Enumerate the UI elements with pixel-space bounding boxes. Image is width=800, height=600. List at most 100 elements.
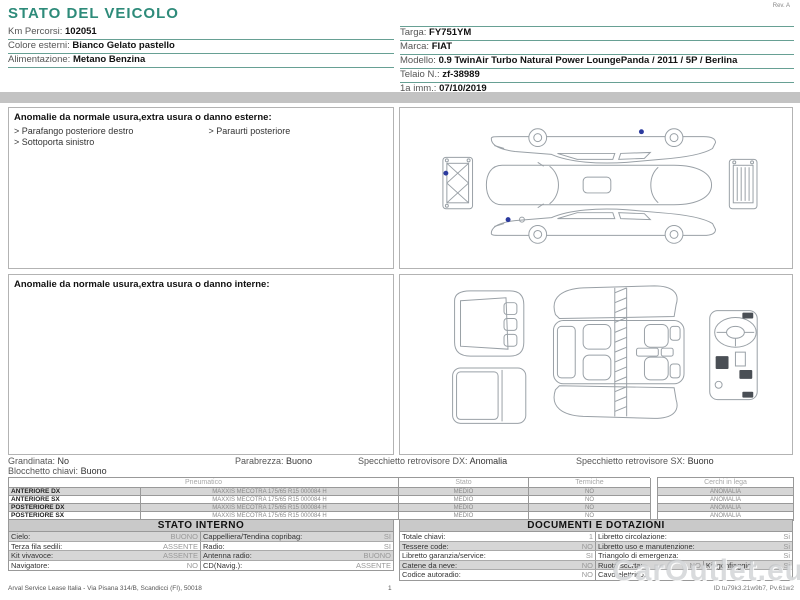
info-row-colore: Colore esterni: Bianco Gelato pastello: [8, 40, 394, 54]
check-parabrezza: Parabrezza: Buono: [235, 456, 312, 466]
field-label: Libretto uso e manutenzione:: [598, 541, 695, 551]
info-value: Metano Benzina: [72, 54, 146, 65]
interior-status-table: STATO INTERNO Cielo: BUONO Cappelliera/Te…: [8, 519, 394, 571]
field-value: ASSENTE: [162, 541, 198, 551]
field-value: NO: [581, 570, 593, 579]
footer-page-number: 1: [388, 585, 392, 592]
watermark: CarOutlet.eu: [611, 554, 800, 587]
field-label: CD(Navig.):: [203, 560, 243, 570]
car-side-view-upper: [490, 128, 716, 164]
field-value: SI: [383, 532, 391, 541]
info-label: Modello:: [400, 55, 436, 66]
check-label: Grandinata:: [8, 456, 56, 466]
tire-header-termiche: Termiche: [529, 478, 651, 488]
table-row: Tessere code: NO Libretto uso e manutenzi…: [400, 541, 792, 551]
field-label: Cielo:: [11, 532, 31, 541]
field-value: SI: [585, 551, 593, 560]
field-label: Libretto circolazione:: [598, 532, 667, 541]
internal-anomalies-box: Anomalie da normale usura,extra usura o …: [8, 274, 394, 455]
dashboard-view: [709, 310, 758, 401]
field-value: NO: [581, 541, 593, 551]
field-value: Si: [783, 532, 790, 541]
field-value: BUONO: [363, 551, 391, 560]
field-value: ASSENTE: [355, 560, 391, 570]
anomaly-item: > Paraurti posteriore: [208, 126, 291, 136]
damage-marker: [443, 170, 449, 176]
table-row: Libretto garanzia/service: SI Triangolo d…: [400, 551, 792, 561]
info-label: Marca:: [400, 41, 430, 52]
info-label: Km Percorsi:: [8, 26, 63, 37]
tire-header-stato: Stato: [399, 478, 529, 488]
wheel-condition: ANOMALIA: [658, 488, 793, 496]
tire-winter: NO: [529, 504, 651, 512]
field-label: Ruota scorta:: [598, 560, 643, 570]
field-value: NO: [186, 560, 198, 570]
info-label: Colore esterni:: [8, 40, 70, 51]
rear-bench-view: [454, 290, 525, 357]
info-value: zf-38989: [442, 69, 480, 80]
external-anomalies-title: Anomalie da normale usura,extra usura o …: [14, 112, 272, 123]
table-row: Kit vivavoce: ASSENTE Antenna radio: BUONO: [9, 551, 393, 561]
check-specchietto-dx: Specchietto retrovisore DX: Anomalia: [358, 456, 507, 466]
anomaly-item: > Parafango posteriore destro: [14, 126, 134, 136]
table-row: Navigatore: NO CD(Navig.): ASSENTE: [9, 560, 393, 570]
field-label: Cappelliera/Tendina copribag:: [203, 532, 303, 541]
sill-hatch-band: [614, 287, 628, 417]
wheel-condition: ANOMALIA: [658, 504, 793, 512]
info-value: 0.9 TwinAir Turbo Natural Power LoungePa…: [438, 55, 738, 66]
field-label: Triangolo di emergenza:: [598, 551, 679, 560]
tire-table: Pneumatico Stato Termiche ANTERIORE DX M…: [8, 477, 651, 520]
alloy-wheels-table: Cerchi in lega ANOMALIA ANOMALIA ANOMALI…: [657, 477, 794, 521]
tire-condition: MEDIO: [399, 504, 529, 512]
field-label: Tessere code:: [402, 541, 449, 551]
wheel-condition: ANOMALIA: [658, 496, 793, 504]
wheels-header: Cerchi in lega: [658, 478, 793, 488]
check-label: Blocchetto chiavi:: [8, 466, 79, 476]
info-row-marca: Marca: FIAT: [400, 41, 794, 55]
page-title: STATO DEL VEICOLO: [8, 5, 179, 22]
car-interior-diagram-icon: [452, 285, 758, 424]
tire-position: ANTERIORE DX: [9, 488, 141, 496]
revision-label: Rev. A: [772, 3, 790, 9]
field-label: Kit vivavoce:: [11, 551, 54, 560]
check-value: Buono: [687, 456, 714, 466]
info-label: Targa:: [400, 27, 427, 38]
info-label: Telaio N.:: [400, 69, 440, 80]
damage-marker: [638, 129, 644, 135]
external-anomalies-list: > Parafango posteriore destro > Sottopor…: [9, 125, 393, 149]
field-label: Totale chiavi:: [402, 532, 446, 541]
tire-position: ANTERIORE SX: [9, 496, 141, 504]
field-label: Radio:: [203, 541, 225, 551]
tire-winter: NO: [529, 488, 651, 496]
info-value: FIAT: [431, 41, 453, 52]
check-value: Buono: [80, 466, 107, 476]
car-top-view: [485, 161, 713, 209]
info-value: FY751YM: [429, 27, 472, 38]
field-value: 1: [588, 532, 593, 541]
field-label: Antenna radio:: [203, 551, 252, 560]
documents-equipment-table: DOCUMENTI E DOTAZIONI Totale chiavi: 1 Li…: [399, 519, 793, 581]
car-front-view: [728, 158, 758, 210]
tire-position: POSTERIORE DX: [9, 504, 141, 512]
info-row-telaio: Telaio N.: zf-38989: [400, 69, 794, 83]
damage-marker: [505, 217, 511, 223]
field-label: Catene da neve:: [402, 560, 458, 570]
info-label: Alimentazione:: [8, 54, 71, 65]
field-label: Libretto garanzia/service:: [402, 551, 486, 560]
tire-condition: MEDIO: [399, 488, 529, 496]
check-label: Parabrezza:: [235, 456, 284, 466]
info-value: 07/10/2019: [439, 83, 487, 94]
car-exterior-diagram-icon: [442, 128, 758, 244]
tire-description: MAXXIS MECOTRA 175/65 R15 000084 H: [141, 496, 399, 504]
vehicle-info-left: Km Percorsi: 102051 Colore esterni: Bian…: [8, 26, 394, 68]
vehicle-info-right: Targa: FY751YM Marca: FIAT Modello: 0.9 …: [400, 26, 794, 97]
wheel-condition: ANOMALIA: [709, 513, 741, 519]
field-label: Terza fila sedili:: [11, 541, 63, 551]
field-value: Si: [783, 541, 790, 551]
check-value: Anomalia: [469, 456, 508, 466]
field-value: Si: [783, 551, 790, 560]
field-value: NO: [689, 560, 701, 570]
field-label: Navigatore:: [11, 560, 50, 570]
field-value: SI: [383, 541, 391, 551]
